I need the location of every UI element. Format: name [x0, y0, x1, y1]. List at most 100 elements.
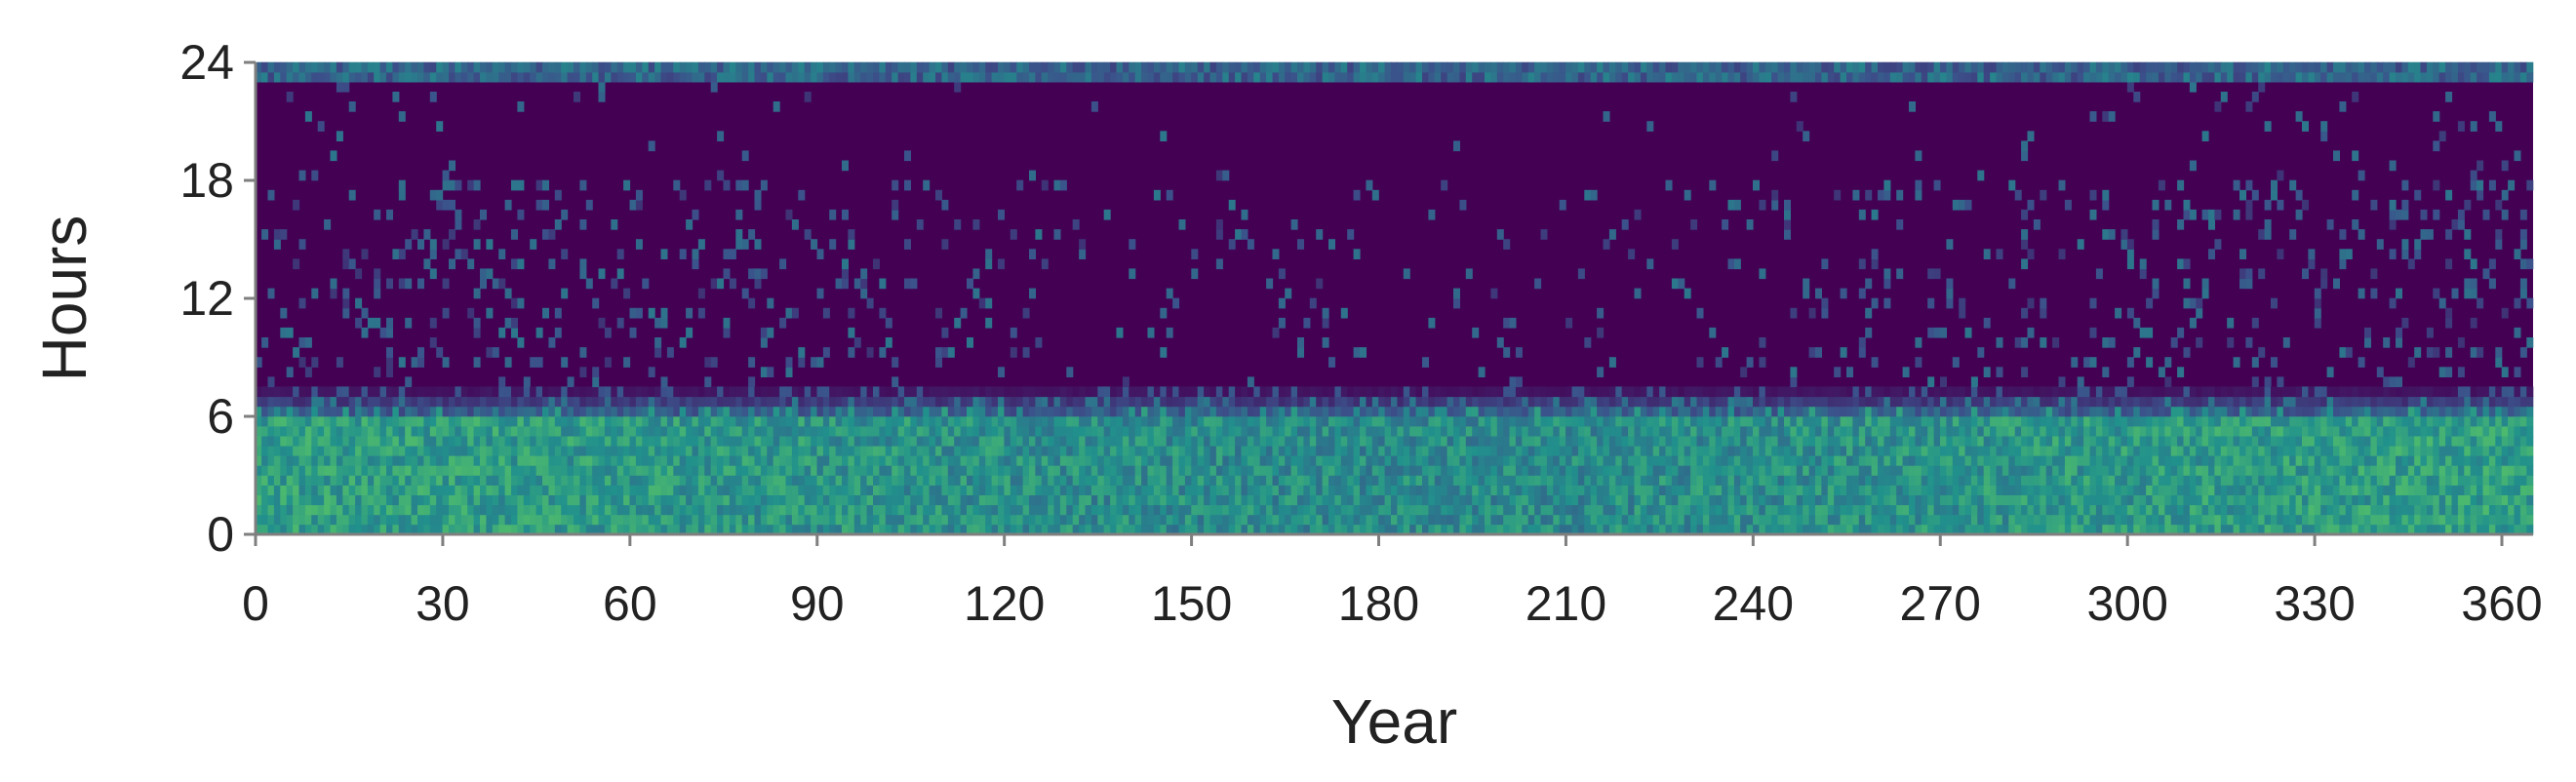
- heat-cell: [473, 494, 481, 506]
- heat-cell: [1016, 494, 1024, 506]
- heat-cell: [1615, 475, 1623, 486]
- heat-cell: [561, 494, 569, 506]
- heat-cell: [1122, 475, 1129, 486]
- heat-cell: [1397, 445, 1405, 456]
- heat-cell: [1646, 386, 1654, 398]
- heat-cell: [1553, 71, 1561, 83]
- heat-cell: [697, 425, 705, 437]
- heat-cell: [1147, 71, 1155, 83]
- heat-cell: [1715, 357, 1723, 368]
- heat-cell: [1241, 209, 1248, 220]
- heat-cell: [492, 406, 499, 417]
- heat-cell: [280, 504, 288, 516]
- heat-cell: [1527, 494, 1535, 506]
- heat-cell: [1671, 396, 1679, 408]
- heat-cell: [1690, 494, 1698, 506]
- heat-cell: [673, 425, 681, 437]
- heat-cell: [1790, 406, 1798, 417]
- heat-cell: [280, 386, 288, 398]
- heat-cell: [1384, 61, 1392, 73]
- heat-cell: [635, 307, 643, 319]
- heat-cell: [1035, 415, 1043, 427]
- heat-cell: [1259, 465, 1267, 476]
- heat-cell: [1652, 494, 1660, 506]
- heat-cell: [1116, 327, 1124, 338]
- heat-cell: [1072, 455, 1080, 466]
- heat-cell: [1803, 415, 1810, 427]
- heat-cell: [261, 504, 269, 516]
- heat-cell: [779, 445, 787, 456]
- heat-cell: [298, 514, 306, 526]
- heat-cell: [1771, 514, 1779, 526]
- heat-cell: [848, 71, 855, 83]
- heat-cell: [1322, 396, 1329, 408]
- heat-cell: [1852, 425, 1860, 437]
- heat-cell: [1278, 396, 1286, 408]
- heat-cell: [1316, 524, 1324, 535]
- heat-cell: [1160, 504, 1168, 516]
- heat-cell: [1784, 406, 1791, 417]
- heat-cell: [1540, 475, 1548, 486]
- heat-cell: [1371, 494, 1379, 506]
- heat-cell: [1684, 406, 1691, 417]
- heat-cell: [1266, 514, 1274, 526]
- heat-cell: [567, 494, 575, 506]
- heat-cell: [1041, 504, 1049, 516]
- heat-cell: [1022, 494, 1030, 506]
- heat-cell: [1129, 268, 1136, 280]
- heat-cell: [1066, 524, 1074, 535]
- heat-cell: [1753, 494, 1760, 506]
- heat-cell: [623, 406, 631, 417]
- heat-cell: [286, 396, 294, 408]
- heat-cell: [985, 297, 993, 309]
- heat-cell: [1603, 435, 1610, 447]
- heat-cell: [280, 524, 288, 535]
- heat-cell: [1384, 386, 1392, 398]
- heat-cell: [972, 494, 980, 506]
- heat-cell: [616, 504, 624, 516]
- heat-cell: [480, 406, 487, 417]
- heat-cell: [729, 485, 736, 495]
- heat-cell: [1384, 455, 1392, 466]
- heat-cell: [692, 425, 699, 437]
- heat-cell: [1459, 61, 1467, 73]
- heat-cell: [623, 475, 631, 486]
- heat-cell: [1515, 435, 1523, 447]
- heat-cell: [923, 514, 931, 526]
- heat-cell: [1665, 465, 1673, 476]
- heat-cell: [542, 494, 549, 506]
- heat-cell: [1041, 485, 1049, 495]
- heat-cell: [467, 475, 475, 486]
- heat-cell: [1740, 367, 1748, 377]
- heat-cell: [554, 465, 562, 476]
- heat-cell: [1571, 475, 1579, 486]
- heat-cell: [779, 435, 787, 447]
- heat-cell: [1472, 445, 1480, 456]
- heat-cell: [679, 71, 687, 83]
- heat-cell: [1059, 406, 1067, 417]
- heat-cell: [1022, 435, 1030, 447]
- heat-cell: [897, 61, 905, 73]
- heat-cell: [1029, 455, 1036, 466]
- heat-cell: [1577, 415, 1585, 427]
- heat-cell: [1079, 386, 1087, 398]
- heat-cell: [1397, 396, 1405, 408]
- heat-cell: [735, 229, 743, 240]
- heat-cell: [1821, 445, 1829, 456]
- heat-cell: [1696, 524, 1704, 535]
- heat-cell: [1815, 465, 1822, 476]
- heat-cell: [1253, 425, 1261, 437]
- heat-cell: [1540, 524, 1548, 535]
- heat-cell: [535, 61, 543, 73]
- heat-cell: [1059, 179, 1067, 191]
- heat-cell: [386, 435, 393, 447]
- heat-cell: [1103, 435, 1111, 447]
- heat-cell: [629, 504, 637, 516]
- heat-cell: [1722, 475, 1729, 486]
- heat-cell: [1527, 386, 1535, 398]
- heat-cell: [1090, 504, 1098, 516]
- heat-cell: [1472, 485, 1480, 495]
- heat-cell: [1784, 445, 1791, 456]
- heat-cell: [1066, 455, 1074, 466]
- heat-cell: [1665, 455, 1673, 466]
